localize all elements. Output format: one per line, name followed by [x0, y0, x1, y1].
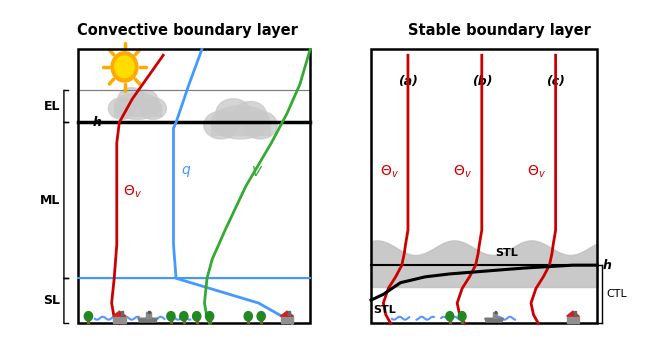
Circle shape — [180, 312, 188, 321]
Bar — [148, 311, 150, 313]
Bar — [492, 312, 497, 318]
Ellipse shape — [204, 111, 238, 139]
Title: Convective boundary layer: Convective boundary layer — [77, 23, 298, 38]
Text: $\Theta_v$: $\Theta_v$ — [453, 164, 472, 180]
Polygon shape — [170, 319, 172, 323]
Bar — [567, 316, 579, 323]
Polygon shape — [567, 311, 579, 316]
Ellipse shape — [133, 90, 158, 109]
Circle shape — [192, 312, 201, 321]
Text: STL: STL — [495, 248, 518, 258]
Bar — [211, 121, 270, 135]
Circle shape — [244, 312, 252, 321]
Ellipse shape — [216, 99, 250, 126]
Text: h: h — [92, 116, 101, 129]
Polygon shape — [196, 319, 198, 323]
Ellipse shape — [118, 88, 145, 109]
Circle shape — [257, 312, 266, 321]
Circle shape — [111, 52, 138, 82]
Circle shape — [205, 312, 214, 321]
Text: CTL: CTL — [606, 289, 627, 299]
Ellipse shape — [109, 98, 135, 119]
Circle shape — [446, 312, 454, 321]
Polygon shape — [138, 318, 158, 322]
Polygon shape — [281, 311, 294, 316]
Bar — [494, 311, 496, 313]
Polygon shape — [260, 319, 262, 323]
Circle shape — [115, 56, 134, 78]
Ellipse shape — [211, 106, 270, 139]
Ellipse shape — [139, 98, 166, 119]
Polygon shape — [247, 319, 249, 323]
Bar — [113, 316, 126, 323]
Ellipse shape — [243, 111, 277, 139]
Bar — [114, 105, 161, 116]
Bar — [281, 316, 294, 323]
Circle shape — [167, 312, 175, 321]
Text: h: h — [602, 259, 611, 272]
Polygon shape — [113, 311, 126, 316]
Bar — [288, 311, 290, 315]
Polygon shape — [88, 319, 90, 323]
Bar — [574, 311, 576, 315]
Text: ML: ML — [40, 194, 60, 207]
Text: STL: STL — [373, 304, 396, 315]
Circle shape — [458, 312, 466, 321]
Text: $q$: $q$ — [181, 164, 192, 179]
Text: EL: EL — [44, 100, 60, 113]
Text: $\Theta_v$: $\Theta_v$ — [123, 184, 142, 200]
Text: SL: SL — [43, 294, 60, 307]
Polygon shape — [461, 319, 463, 323]
Text: (a): (a) — [398, 75, 418, 88]
Text: $\Theta_v$: $\Theta_v$ — [527, 164, 546, 180]
Text: $\Theta_v$: $\Theta_v$ — [380, 164, 398, 180]
Ellipse shape — [234, 102, 266, 126]
Bar — [121, 311, 123, 315]
Text: $V$: $V$ — [251, 165, 263, 179]
Ellipse shape — [114, 93, 161, 119]
Polygon shape — [449, 319, 451, 323]
Polygon shape — [182, 319, 185, 323]
Title: Stable boundary layer: Stable boundary layer — [407, 23, 591, 38]
Circle shape — [84, 312, 92, 321]
Polygon shape — [485, 318, 504, 322]
Polygon shape — [209, 319, 211, 323]
Bar — [146, 312, 151, 318]
Text: (c): (c) — [546, 75, 565, 88]
Text: (b): (b) — [472, 75, 492, 88]
